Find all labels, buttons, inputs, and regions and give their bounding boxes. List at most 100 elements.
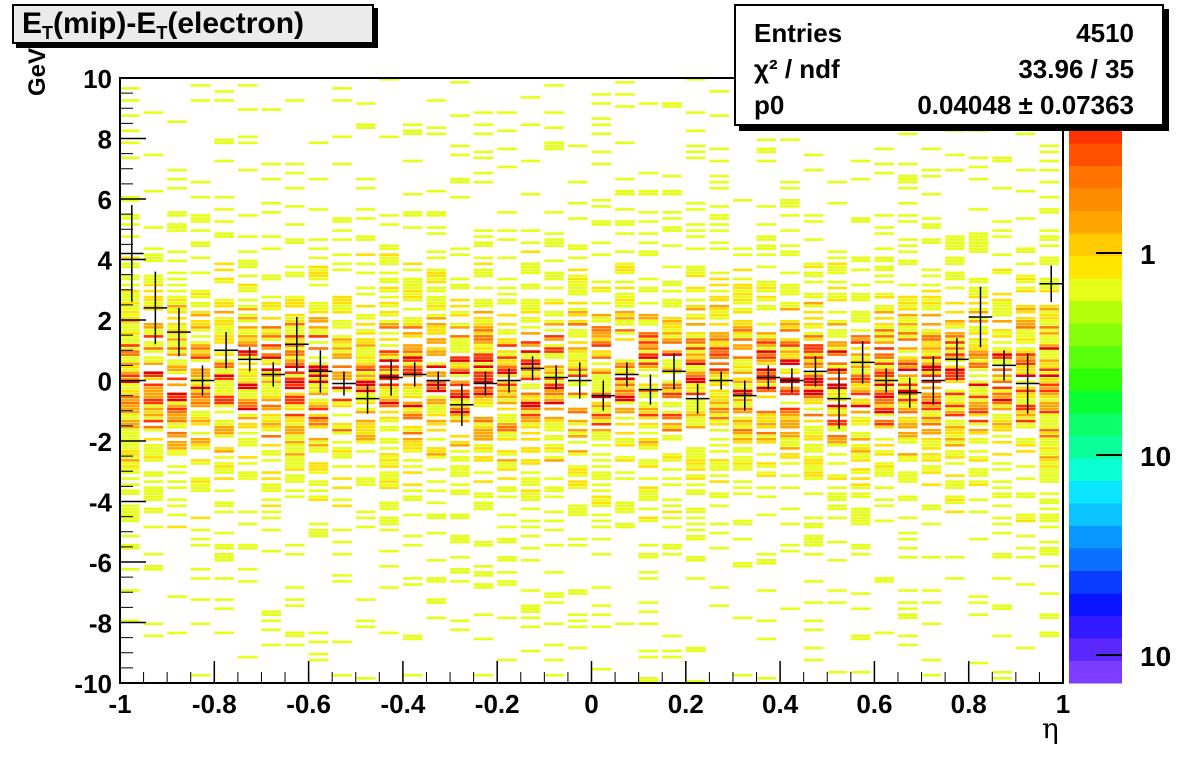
heatmap-cell (474, 502, 494, 505)
heatmap-cell (639, 102, 659, 105)
heatmap-cell (568, 511, 588, 514)
heatmap-cell (757, 223, 777, 226)
heatmap-cell (874, 214, 894, 217)
heatmap-cell (874, 468, 894, 471)
heatmap-cell (309, 356, 329, 359)
colorbar-segment (1069, 593, 1122, 616)
heatmap-cell (379, 399, 399, 402)
heatmap-cell (332, 426, 352, 429)
heatmap-cell (191, 257, 211, 260)
heatmap-cell (309, 423, 329, 426)
heatmap-cell (332, 641, 352, 644)
heatmap-cell (544, 350, 564, 353)
heatmap-cell (945, 241, 965, 244)
heatmap-cell (356, 677, 376, 680)
heatmap-cell (144, 408, 164, 411)
heatmap-cell (544, 145, 564, 148)
heatmap-cell (639, 426, 659, 429)
heatmap-cell (568, 308, 588, 311)
heatmap-cell (851, 638, 871, 641)
heatmap-cell (662, 244, 682, 247)
heatmap-cell (167, 260, 187, 263)
heatmap-cell (356, 441, 376, 444)
heatmap-cell (521, 589, 541, 592)
heatmap-cell (851, 523, 871, 526)
heatmap-cell (1039, 278, 1059, 281)
heatmap-cell (521, 417, 541, 420)
heatmap-cell (403, 326, 423, 329)
heatmap-cell (356, 293, 376, 296)
heatmap-cell (521, 411, 541, 414)
heatmap-cell (191, 441, 211, 444)
heatmap-cell (1039, 320, 1059, 323)
heatmap-cell (474, 111, 494, 114)
heatmap-cell (214, 632, 234, 635)
heatmap-cell (191, 323, 211, 326)
heatmap-cell (898, 347, 918, 350)
heatmap-cell (497, 299, 517, 302)
entries-label: Entries (754, 18, 842, 49)
heatmap-cell (144, 299, 164, 302)
heatmap-cell (450, 362, 470, 365)
heatmap-cell (639, 447, 659, 450)
heatmap-cell (568, 441, 588, 444)
heatmap-cell (639, 323, 659, 326)
colorbar-segment (1069, 503, 1122, 526)
heatmap-cell (167, 120, 187, 123)
heatmap-cell (733, 323, 753, 326)
heatmap-cell (521, 193, 541, 196)
heatmap-cell (898, 163, 918, 166)
heatmap-cell (615, 93, 635, 96)
heatmap-cell (945, 129, 965, 132)
heatmap-cell (922, 417, 942, 420)
heatmap-cell (332, 341, 352, 344)
heatmap-cell (238, 474, 258, 477)
heatmap-cell (662, 396, 682, 399)
heatmap-cell (992, 220, 1012, 223)
heatmap-cell (309, 317, 329, 320)
heatmap-cell (191, 486, 211, 489)
heatmap-cell (686, 275, 706, 278)
heatmap-cell (403, 432, 423, 435)
heatmap-cell (922, 323, 942, 326)
heatmap-cell (309, 438, 329, 441)
heatmap-cell (544, 387, 564, 390)
heatmap-cell (969, 290, 989, 293)
heatmap-cell (379, 429, 399, 432)
heatmap-cell (827, 462, 847, 465)
heatmap-cell (615, 296, 635, 299)
heatmap-cell (379, 505, 399, 508)
stats-box: Entries 4510 χ² / ndf 33.96 / 35 p0 0.04… (734, 4, 1164, 126)
heatmap-cell (332, 326, 352, 329)
heatmap-cell (261, 163, 281, 166)
heatmap-cell (120, 384, 140, 387)
heatmap-cell (544, 323, 564, 326)
heatmap-cell (144, 508, 164, 511)
heatmap-cell (497, 211, 517, 214)
heatmap-cell (1039, 344, 1059, 347)
heatmap-cell (568, 471, 588, 474)
heatmap-cell (827, 387, 847, 390)
heatmap-cell (450, 381, 470, 384)
heatmap-cell (167, 226, 187, 229)
heatmap-cell (662, 105, 682, 108)
heatmap-cell (144, 347, 164, 350)
heatmap-cell (521, 405, 541, 408)
heatmap-cell (686, 420, 706, 423)
heatmap-cell (615, 193, 635, 196)
heatmap-cell (757, 362, 777, 365)
heatmap-cell (144, 290, 164, 293)
heatmap-cell (497, 486, 517, 489)
heatmap-cell (191, 568, 211, 571)
heatmap-cell (733, 520, 753, 523)
heatmap-cell (992, 356, 1012, 359)
heatmap-cell (709, 338, 729, 341)
heatmap-cell (757, 356, 777, 359)
heatmap-cell (851, 299, 871, 302)
heatmap-cell (757, 638, 777, 641)
heatmap-cell (238, 396, 258, 399)
heatmap-cell (757, 368, 777, 371)
heatmap-cell (144, 329, 164, 332)
heatmap-cell (191, 393, 211, 396)
heatmap-cell (992, 553, 1012, 556)
